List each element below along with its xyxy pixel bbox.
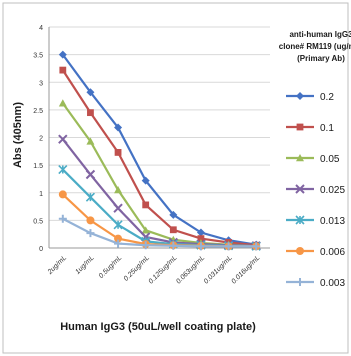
data-point xyxy=(196,228,205,237)
data-point xyxy=(85,192,96,202)
data-point xyxy=(296,154,304,162)
y-tick-label: 3 xyxy=(39,80,43,87)
legend-title-line-3: (Primary Ab) xyxy=(297,54,345,63)
legend-title-line-2: clone# RM119 (ug/mL) xyxy=(279,42,351,51)
series-group xyxy=(58,50,261,251)
legend-item: 0.2 xyxy=(286,92,334,103)
data-point xyxy=(141,176,150,185)
data-point xyxy=(224,242,233,251)
data-point xyxy=(86,88,95,97)
legend-title-line-1: anti-human IgG3 xyxy=(289,30,351,39)
y-tick-label: 0.5 xyxy=(33,218,43,225)
y-tick-label: 3.5 xyxy=(33,53,43,60)
data-point xyxy=(142,201,150,209)
data-point xyxy=(58,214,67,223)
legend-label: 0.006 xyxy=(320,247,345,258)
series-0.003 xyxy=(58,214,261,251)
y-tick-label: 1.5 xyxy=(33,163,43,170)
legend-item: 0.006 xyxy=(286,247,345,258)
data-point xyxy=(169,241,178,250)
legend-label: 0.025 xyxy=(320,185,345,196)
data-point xyxy=(296,278,304,286)
data-point xyxy=(87,109,94,117)
y-tick-label: 2 xyxy=(39,136,43,143)
data-point xyxy=(114,123,123,132)
y-tick-label: 4 xyxy=(39,25,43,32)
data-point xyxy=(114,234,123,243)
data-point xyxy=(114,185,123,194)
legend-item: 0.1 xyxy=(286,123,334,134)
chart-border xyxy=(2,2,349,354)
y-axis-ticks: 0 0.5 1 1.5 2 2.5 3 3.5 4 xyxy=(33,25,43,253)
x-axis-label: Human IgG3 (50uL/well coating plate) xyxy=(60,321,256,333)
data-point xyxy=(86,216,95,225)
data-point xyxy=(252,242,261,251)
legend-item: 0.013 xyxy=(286,215,345,227)
data-point xyxy=(295,215,305,225)
legend-label: 0.2 xyxy=(320,92,334,103)
data-point xyxy=(141,241,150,250)
legend-label: 0.1 xyxy=(320,123,334,134)
legend: 0.2 0.1 0.05 0.025 0.013 0.006 0.003 xyxy=(286,92,345,289)
series-line xyxy=(62,217,257,248)
data-point xyxy=(196,242,205,251)
series-line xyxy=(61,53,257,246)
data-point xyxy=(113,220,123,230)
data-point xyxy=(141,226,150,234)
data-point xyxy=(85,169,96,180)
data-point xyxy=(169,210,178,219)
data-point xyxy=(114,239,123,248)
legend-item: 0.025 xyxy=(286,184,345,196)
legend-label: 0.013 xyxy=(320,216,345,227)
legend-label: 0.003 xyxy=(320,278,345,289)
data-point xyxy=(113,203,123,213)
legend-item: 0.003 xyxy=(286,278,345,289)
data-point xyxy=(114,149,122,156)
data-point xyxy=(295,184,305,194)
data-point xyxy=(296,92,304,100)
legend-title: anti-human IgG3 clone# RM119 (ug/mL) (Pr… xyxy=(279,30,351,63)
series-0.2 xyxy=(58,50,261,249)
data-point xyxy=(296,247,304,255)
y-axis-label: Abs (405nm) xyxy=(12,102,24,168)
data-point xyxy=(86,137,95,145)
data-point xyxy=(58,134,68,144)
data-point xyxy=(296,123,304,131)
y-tick-label: 2.5 xyxy=(33,108,43,115)
y-tick-label: 0 xyxy=(39,246,43,253)
data-point xyxy=(169,226,177,234)
data-point xyxy=(58,164,68,175)
data-point xyxy=(58,99,67,107)
data-point xyxy=(86,229,95,238)
legend-label: 0.05 xyxy=(320,154,340,165)
series-line xyxy=(61,69,257,247)
data-point xyxy=(58,50,67,59)
axes xyxy=(48,27,270,249)
legend-item: 0.05 xyxy=(286,154,340,165)
data-point xyxy=(58,190,67,199)
data-point xyxy=(197,235,205,243)
data-point xyxy=(59,66,67,74)
y-tick-label: 1 xyxy=(39,191,43,198)
